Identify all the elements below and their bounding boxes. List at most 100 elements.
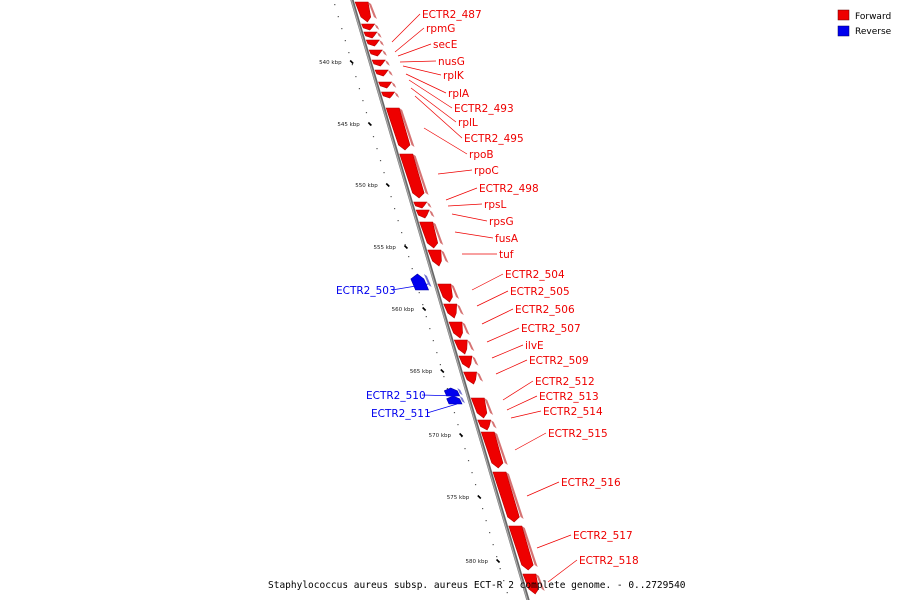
tick-label: 540 kbp [319, 60, 342, 66]
scale-dot [362, 100, 364, 102]
scale-dot [503, 580, 505, 582]
gene-label-rpsG[interactable]: rpsG [489, 216, 514, 228]
gene-label-ECTR2_514[interactable]: ECTR2_514 [543, 406, 603, 418]
gene-label-rplA[interactable]: rplA [448, 88, 470, 100]
leader-line [451, 213, 488, 222]
gene-label-tuf[interactable]: tuf [499, 249, 514, 261]
scale-dot [411, 268, 413, 270]
gene-label-ECTR2_495[interactable]: ECTR2_495 [464, 133, 524, 145]
gene-feature-rplL[interactable] [378, 81, 393, 89]
scale-dot [365, 112, 368, 114]
gene-feature-ECTR2_513[interactable] [480, 431, 504, 469]
gene-feature-ECTR2_505[interactable] [448, 321, 463, 339]
scale-dot [460, 436, 463, 438]
gene-label-rpmG[interactable]: rpmG [426, 23, 455, 35]
gene-feature-ECTR2_515[interactable] [508, 525, 534, 571]
gene-label-ECTR2_516[interactable]: ECTR2_516 [561, 477, 621, 489]
gene-label-ECTR2_487[interactable]: ECTR2_487 [422, 9, 482, 21]
tick-mark [349, 59, 354, 65]
gene-feature-rpoB[interactable] [385, 107, 411, 151]
gene-label-ECTR2_504[interactable]: ECTR2_504 [505, 269, 565, 281]
tick-mark [459, 432, 464, 438]
scale-dot [425, 316, 427, 318]
gene-label-ECTR2_511[interactable]: ECTR2_511 [371, 408, 431, 420]
gene-label-ECTR2_517[interactable]: ECTR2_517 [573, 530, 633, 542]
scale-dot [467, 460, 470, 462]
gene-feature-ECTR2_512[interactable] [477, 419, 492, 431]
gene-label-fusA[interactable]: fusA [495, 233, 519, 245]
scale-dot [492, 544, 494, 546]
gene-feature-ECTR2_493[interactable] [374, 69, 389, 77]
gene-feature-tuf[interactable] [437, 283, 453, 303]
gene-feature-rplK[interactable] [368, 49, 383, 57]
label-leader-lines [391, 13, 578, 583]
scale-ticks: 540 kbp 545 kbp 550 kbp 555 kbp 560 kbp 565 k… [319, 59, 501, 565]
scale-dot [341, 28, 343, 30]
gene-feature-ECTR2_504[interactable] [443, 303, 457, 319]
scale-dot [390, 196, 392, 198]
scale-dot [453, 412, 456, 414]
legend: Forward Reverse [837, 9, 892, 37]
gene-feature-nusG[interactable] [365, 39, 380, 47]
gene-feature-rpmG[interactable] [361, 23, 376, 31]
gene-feature-rpsL[interactable] [415, 209, 430, 219]
scale-dot [429, 328, 431, 330]
gene-label-rpoC[interactable]: rpoC [474, 165, 499, 177]
scale-dot [344, 40, 346, 42]
gene-feature-ECTR2_516[interactable] [522, 573, 539, 595]
gene-shade [426, 202, 432, 208]
gene-feature-ECTR2_495[interactable] [381, 91, 396, 99]
gene-feature-ECTR2_509[interactable] [470, 397, 488, 419]
scale-dot [432, 340, 434, 342]
scale-dot [418, 292, 420, 294]
gene-label-ECTR2_498[interactable]: ECTR2_498 [479, 183, 539, 195]
gene-feature-ECTR2_511[interactable] [446, 395, 463, 405]
scale-dot [355, 76, 357, 78]
leader-line [421, 394, 458, 397]
gene-label-ECTR2_518[interactable]: ECTR2_518 [579, 555, 639, 567]
scale-dot [372, 136, 375, 138]
legend-forward-label: Forward [855, 12, 891, 22]
gene-label-rpoB[interactable]: rpoB [469, 149, 494, 161]
gene-label-ECTR2_493[interactable]: ECTR2_493 [454, 103, 514, 115]
gene-label-ECTR2_503[interactable]: ECTR2_503 [336, 285, 396, 297]
gene-feature-ECTR2_498[interactable] [413, 201, 428, 209]
gene-label-rplK[interactable]: rplK [443, 70, 465, 82]
gene-label-ECTR2_506[interactable]: ECTR2_506 [515, 304, 575, 316]
gene-features [354, 1, 545, 595]
gene-label-nusG[interactable]: nusG [438, 56, 465, 68]
gene-label-ECTR2_505[interactable]: ECTR2_505 [510, 286, 570, 298]
gene-label-ECTR2_512[interactable]: ECTR2_512 [535, 376, 595, 388]
gene-feature-rpsG[interactable] [419, 221, 439, 249]
gene-feature-secE[interactable] [363, 31, 378, 39]
gene-feature-ECTR2_487[interactable] [354, 1, 372, 23]
gene-shade [394, 92, 400, 98]
gene-shade [376, 32, 382, 38]
gene-label-secE[interactable]: secE [433, 39, 457, 51]
gene-label-ECTR2_515[interactable]: ECTR2_515 [548, 428, 608, 440]
gene-shade [490, 420, 497, 429]
gene-feature-ECTR2_506[interactable] [453, 339, 468, 355]
gene-feature-ECTR2_510[interactable] [443, 387, 461, 397]
tick-label: 575 kbp [447, 495, 470, 501]
leader-line [391, 283, 429, 291]
gene-feature-ilvE[interactable] [463, 371, 477, 385]
gene-feature-fusA[interactable] [427, 249, 442, 267]
scale-dot [383, 172, 385, 174]
gene-feature-rpoC[interactable] [399, 153, 425, 199]
gene-shade [450, 284, 460, 299]
gene-label-rplL[interactable]: rplL [458, 117, 478, 129]
gene-feature-ECTR2_507[interactable] [458, 355, 473, 369]
leader-line [394, 27, 425, 53]
gene-label-rpsL[interactable]: rpsL [484, 199, 506, 211]
gene-label-ECTR2_513[interactable]: ECTR2_513 [539, 391, 599, 403]
tick-label: 580 kbp [466, 559, 489, 565]
gene-shade [456, 304, 464, 316]
gene-feature-ECTR2_514[interactable] [492, 471, 520, 523]
gene-label-ECTR2_509[interactable]: ECTR2_509 [529, 355, 589, 367]
gene-label-ECTR2_507[interactable]: ECTR2_507 [521, 323, 581, 335]
gene-feature-rplA[interactable] [371, 59, 386, 67]
gene-label-ilvE[interactable]: ilvE [525, 340, 544, 352]
scale-dot [351, 64, 353, 66]
gene-label-ECTR2_510[interactable]: ECTR2_510 [366, 390, 426, 402]
